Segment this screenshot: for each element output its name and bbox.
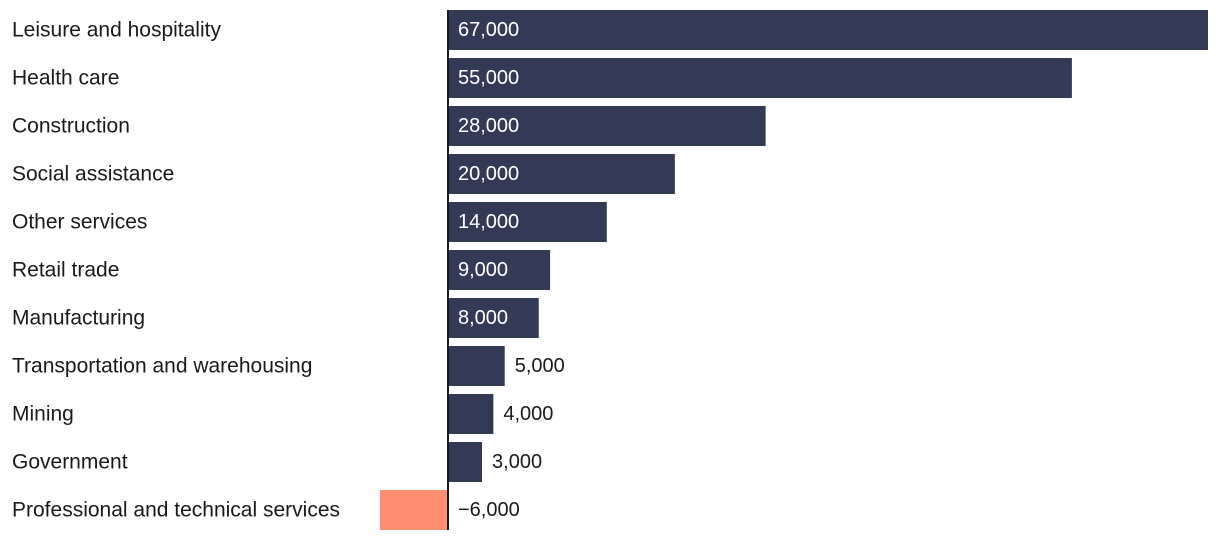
bar [448,298,539,338]
value-label: 8,000 [458,307,508,329]
bar [448,202,607,242]
bar [448,394,494,434]
bars-group [379,10,1208,530]
category-label: Transportation and warehousing [12,355,312,378]
value-label: 55,000 [458,67,519,89]
value-label: 9,000 [458,259,508,281]
bar [448,154,675,194]
category-label: Mining [12,403,74,426]
category-label: Retail trade [12,259,119,282]
value-label: 20,000 [458,163,519,185]
bar [448,58,1072,98]
bar [448,250,551,290]
category-label: Professional and technical services [12,499,340,522]
category-label: Health care [12,67,119,90]
category-label: Social assistance [12,163,174,186]
value-label: 3,000 [492,451,542,473]
category-label: Construction [12,115,130,138]
value-label: −6,000 [458,499,520,521]
bar [379,490,448,530]
value-label: 28,000 [458,115,519,137]
bar [448,442,483,482]
category-label: Other services [12,211,147,234]
value-label: 5,000 [515,355,565,377]
bar [448,346,505,386]
value-label: 67,000 [458,19,519,41]
value-label: 4,000 [503,403,553,425]
bar [448,10,1208,50]
category-label: Government [12,451,128,474]
bar [448,106,766,146]
category-label: Manufacturing [12,307,145,330]
category-label: Leisure and hospitality [12,19,221,42]
labels-group: Leisure and hospitality 67,000 Health care… [12,19,565,522]
value-label: 14,000 [458,211,519,233]
